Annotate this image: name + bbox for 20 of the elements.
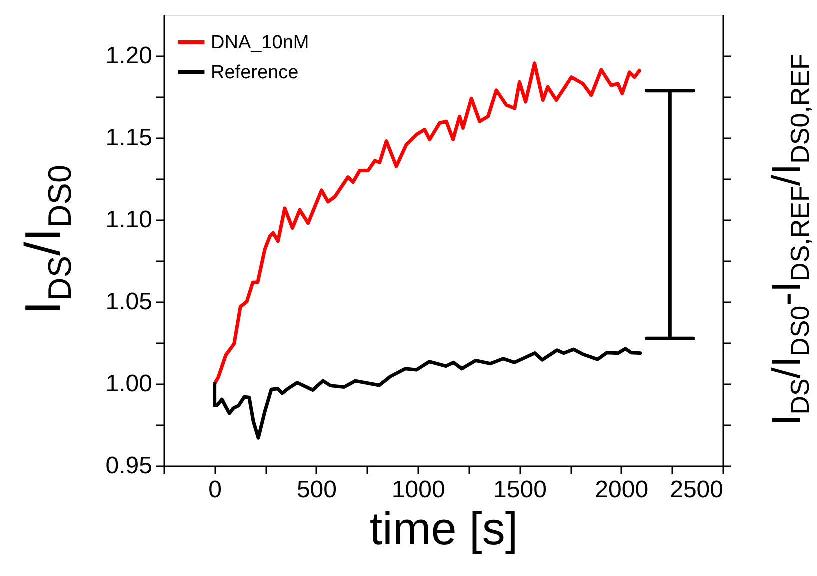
text: IDS/IDS0 (15, 164, 78, 316)
x-tick-label: 0 (208, 476, 222, 504)
y-tick-label: 1.05 (106, 288, 152, 316)
x-tick-label: 1000 (392, 476, 446, 504)
line-series (213, 62, 642, 386)
x-axis-title: time [s] (370, 502, 518, 554)
y-tick-label: 1.15 (106, 124, 152, 152)
y-axis-title: IDS/IDS0 (765, 306, 815, 426)
legend-label: Reference (211, 62, 299, 84)
y-tick-label: 1.00 (106, 370, 152, 398)
x-tick-label: 1500 (494, 476, 547, 504)
y-tick-label: 1.10 (106, 206, 152, 234)
y-tick-label: 1.20 (106, 42, 152, 70)
line-series (213, 347, 642, 440)
y-tick-label: 0.95 (106, 452, 152, 480)
x-tick-label: 500 (296, 476, 337, 504)
x-tick-label: 2500 (670, 476, 724, 504)
x-tick-label: 2000 (595, 476, 649, 504)
text: -IDS,REF/IDS0,REF (765, 54, 815, 306)
legend-label: DNA_10nM (211, 32, 310, 54)
